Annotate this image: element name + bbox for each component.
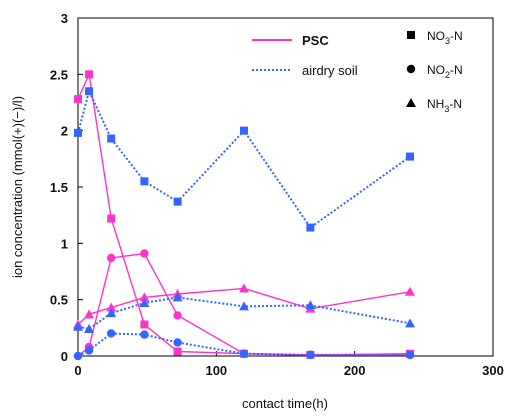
data-point xyxy=(85,87,94,96)
data-point xyxy=(106,302,117,312)
data-point xyxy=(306,223,315,232)
x-tick-label: 300 xyxy=(482,363,504,378)
series-line xyxy=(77,296,411,331)
data-point xyxy=(405,286,415,296)
y-tick-label: 1.5 xyxy=(50,180,68,195)
legend-label-0: PSC xyxy=(302,33,329,48)
x-axis-label: contact time(h) xyxy=(242,396,328,411)
legend: PSC airdry soil NO3-N NO2-N NH3-N xyxy=(252,29,463,114)
data-point xyxy=(107,329,116,338)
data-point xyxy=(139,298,150,308)
y-tick-label: 0.5 xyxy=(50,293,68,308)
data-point xyxy=(107,214,116,223)
data-point xyxy=(140,177,149,186)
data-point xyxy=(84,323,95,333)
y-tick-label: 2 xyxy=(61,124,68,139)
series-line xyxy=(77,88,411,230)
data-point xyxy=(305,300,316,310)
series-layer xyxy=(73,70,415,361)
legend-label-1: airdry soil xyxy=(302,63,358,78)
x-tick-label: 0 xyxy=(74,363,81,378)
legend-marker-label-2: NH3-N xyxy=(427,97,462,114)
legend-marker-2 xyxy=(406,98,416,107)
data-point xyxy=(74,95,82,104)
data-point xyxy=(240,126,248,135)
x-tick-label: 100 xyxy=(205,363,227,378)
data-point xyxy=(107,253,116,263)
data-point xyxy=(73,351,83,361)
x-tick-label: 200 xyxy=(344,363,366,378)
series-5 xyxy=(73,292,415,333)
data-point xyxy=(106,308,117,318)
data-point xyxy=(73,321,83,331)
data-point xyxy=(173,338,182,347)
data-point xyxy=(139,292,150,302)
data-point xyxy=(140,330,149,339)
data-point xyxy=(74,128,82,137)
series-line xyxy=(77,332,410,357)
data-point xyxy=(173,311,182,320)
series-4 xyxy=(73,329,415,361)
data-point xyxy=(84,309,95,319)
data-point xyxy=(172,292,183,302)
data-point xyxy=(239,283,249,293)
data-point xyxy=(306,350,315,360)
data-point xyxy=(406,152,414,161)
data-point xyxy=(140,249,149,258)
series-3 xyxy=(74,87,414,232)
y-tick-label: 3 xyxy=(61,11,68,26)
legend-marker-0 xyxy=(407,31,415,39)
legend-marker-label-0: NO3-N xyxy=(427,29,463,46)
axis-ticks: 0 100 200 300 0 0.5 1 1.5 2 2.5 3 xyxy=(50,11,504,378)
series-line xyxy=(77,71,411,356)
data-point xyxy=(405,350,415,360)
data-point xyxy=(405,318,415,328)
data-point xyxy=(239,301,249,311)
data-point xyxy=(140,320,149,329)
data-point xyxy=(173,197,182,206)
data-point xyxy=(173,347,182,356)
y-tick-label: 2.5 xyxy=(50,67,68,82)
y-axis-label: ion concentration (mmol(+)(−)/l) xyxy=(10,96,25,278)
y-tick-label: 0 xyxy=(61,349,68,364)
data-point xyxy=(239,349,249,358)
data-point xyxy=(107,134,116,143)
y-tick-label: 1 xyxy=(61,236,68,251)
legend-marker-label-1: NO2-N xyxy=(427,63,463,80)
data-point xyxy=(85,70,94,79)
legend-marker-1 xyxy=(406,64,416,74)
data-point xyxy=(84,346,94,355)
